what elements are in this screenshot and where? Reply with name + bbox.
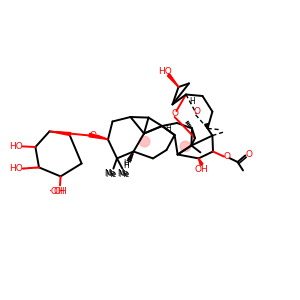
Text: O: O bbox=[171, 110, 178, 118]
Polygon shape bbox=[50, 131, 71, 136]
Circle shape bbox=[140, 136, 150, 147]
Text: O: O bbox=[193, 107, 200, 116]
Text: Me: Me bbox=[118, 170, 129, 179]
Text: O: O bbox=[223, 152, 230, 161]
Text: ⋅OH: ⋅OH bbox=[48, 187, 65, 196]
Text: HO: HO bbox=[9, 164, 22, 173]
Circle shape bbox=[180, 141, 191, 152]
Text: •: • bbox=[203, 153, 206, 158]
Text: Me: Me bbox=[104, 169, 115, 178]
Text: OH: OH bbox=[195, 165, 208, 174]
Text: Me: Me bbox=[105, 170, 116, 179]
Text: H: H bbox=[124, 159, 130, 168]
Polygon shape bbox=[199, 158, 203, 165]
Text: OH: OH bbox=[53, 187, 67, 196]
Text: H: H bbox=[166, 124, 172, 133]
Text: HO: HO bbox=[9, 142, 22, 151]
Text: O: O bbox=[89, 131, 97, 140]
Polygon shape bbox=[167, 74, 178, 87]
Text: Me: Me bbox=[117, 169, 129, 178]
Text: O: O bbox=[245, 150, 253, 159]
Text: H: H bbox=[123, 160, 129, 169]
Text: HO: HO bbox=[158, 67, 172, 76]
Polygon shape bbox=[89, 133, 108, 140]
Text: H: H bbox=[190, 97, 196, 106]
